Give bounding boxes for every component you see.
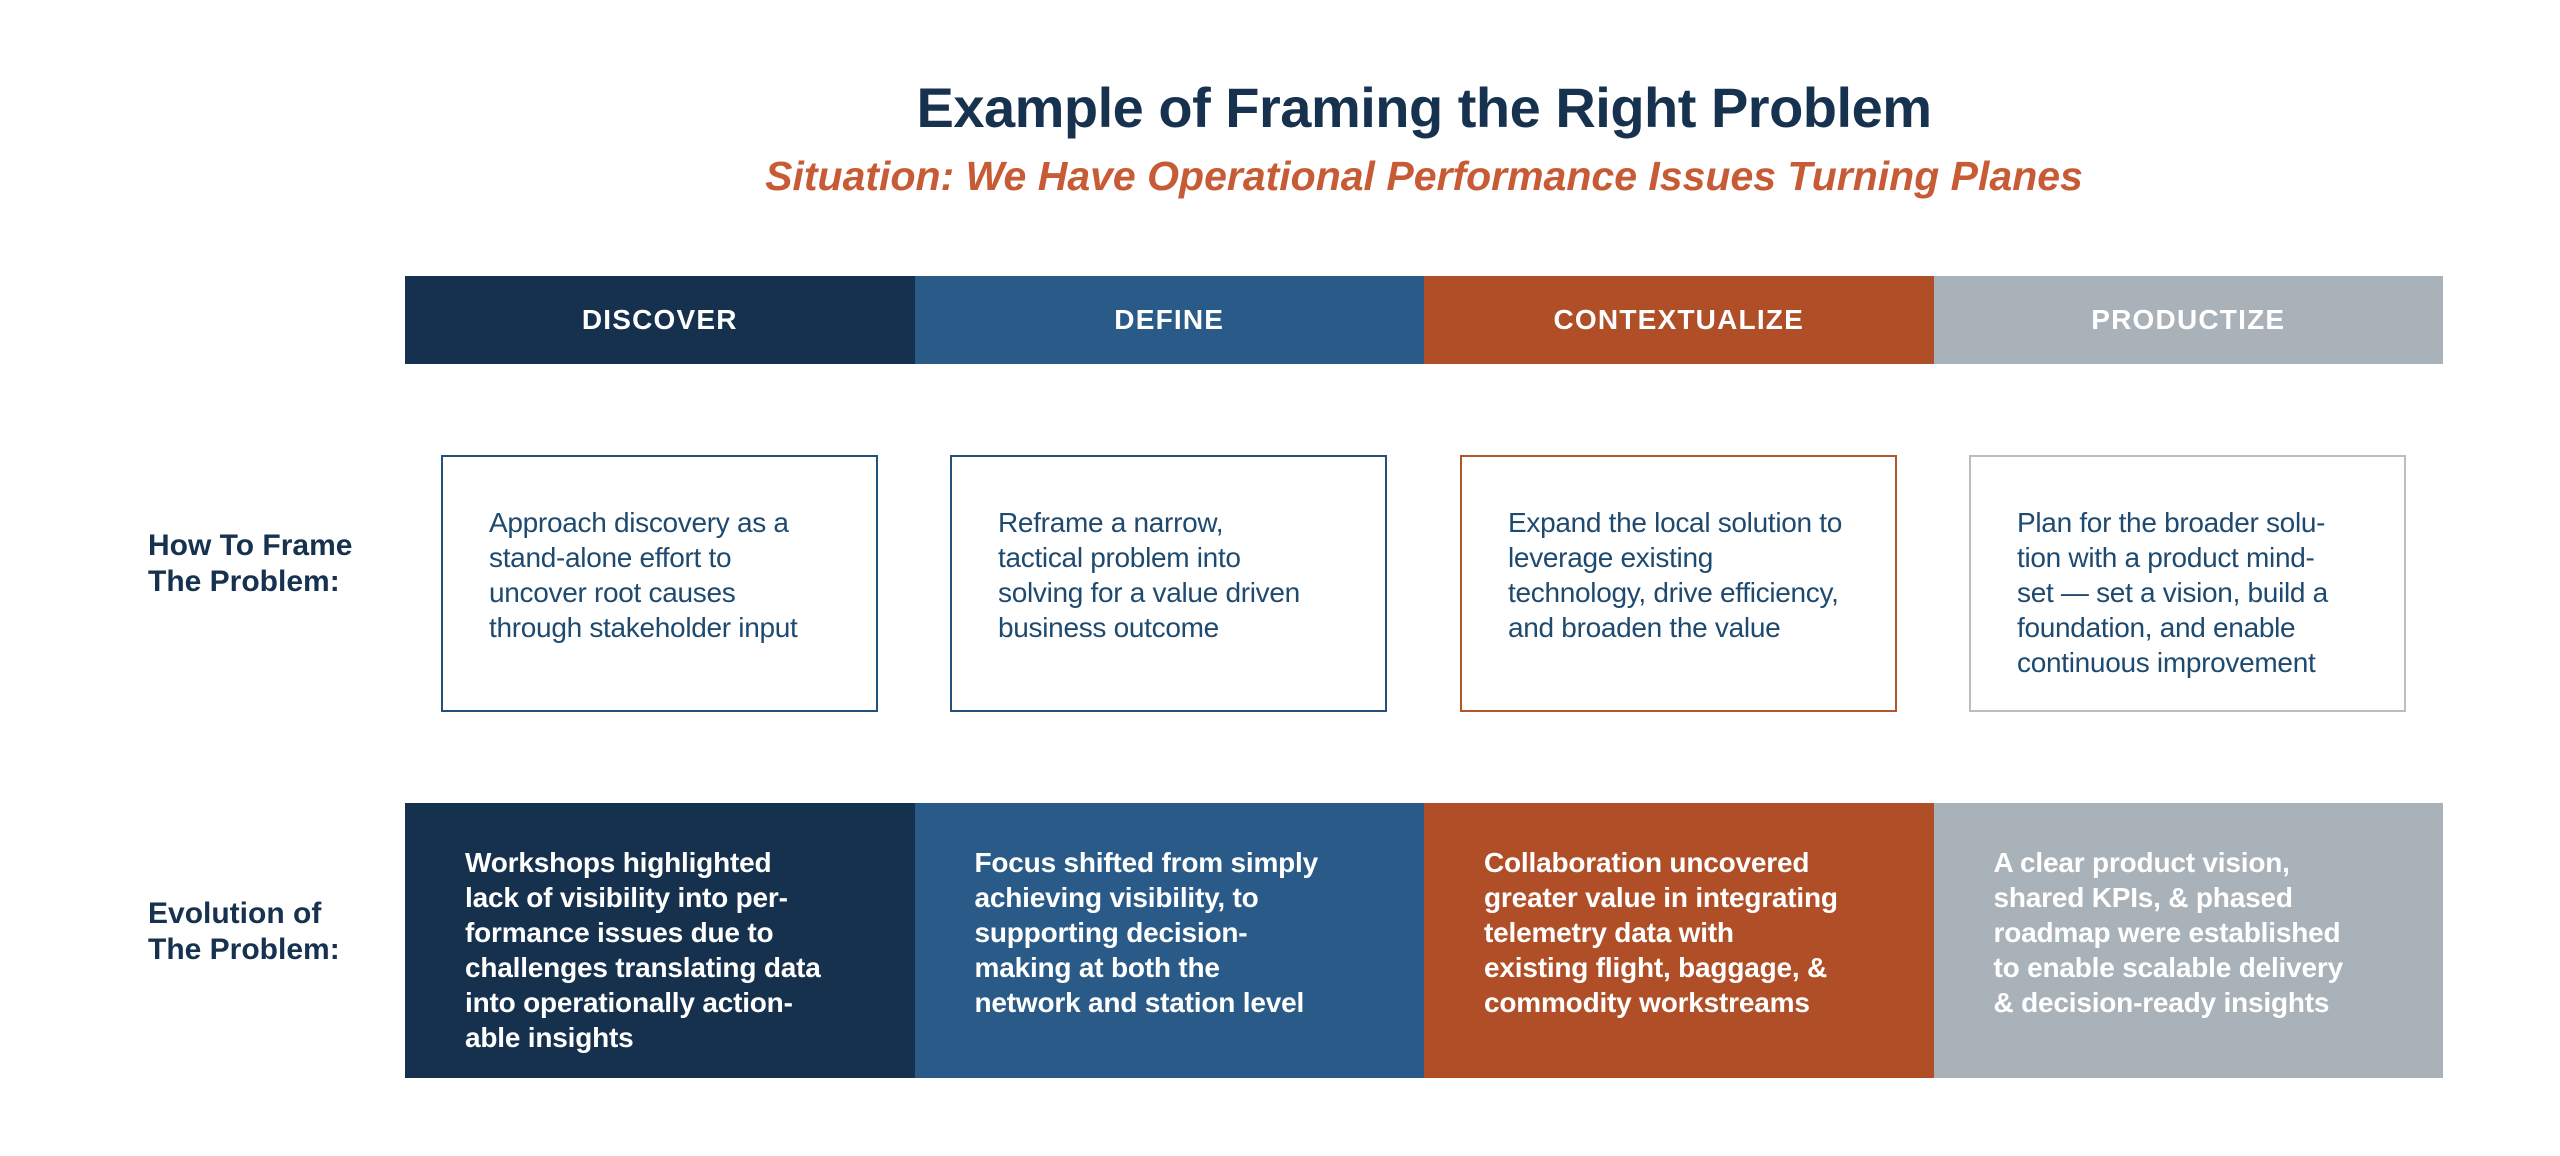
phase-header-band: DISCOVER DEFINE CONTEXTUALIZE PRODUCTIZE (405, 276, 2443, 364)
evolution-cell-contextualize: Collaboration uncovered greater value in… (1424, 803, 1934, 1078)
evolution-cell-define: Focus shifted from simply achieving visi… (914, 803, 1424, 1078)
phase-header-contextualize: CONTEXTUALIZE (1424, 276, 1934, 364)
evolution-text-contextualize: Collaboration uncovered greater value in… (1484, 847, 1838, 1018)
evolution-band: Workshops highlighted lack of visibility… (405, 803, 2443, 1078)
row-label-how-to-frame: How To Frame The Problem: (148, 529, 353, 598)
frame-box-productize: Plan for the broader solu- tion with a p… (1969, 455, 2406, 712)
page-subtitle: Situation: We Have Operational Performan… (765, 153, 2083, 199)
frame-text-define: Reframe a narrow, tactical problem into … (998, 507, 1300, 643)
page-title: Example of Framing the Right Problem (916, 76, 1932, 139)
evolution-text-discover: Workshops highlighted lack of visibility… (465, 847, 821, 1053)
phase-header-define: DEFINE (914, 276, 1424, 364)
row-label-evolution: Evolution of The Problem: (148, 897, 340, 966)
evolution-cell-discover: Workshops highlighted lack of visibility… (405, 803, 915, 1078)
frame-text-contextualize: Expand the local solution to leverage ex… (1508, 507, 1843, 643)
phase-header-discover: DISCOVER (405, 276, 915, 364)
evolution-text-productize: A clear product vision, shared KPIs, & p… (1993, 847, 2344, 1018)
phase-header-productize: PRODUCTIZE (1933, 276, 2443, 364)
evolution-cell-productize: A clear product vision, shared KPIs, & p… (1933, 803, 2443, 1078)
frame-box-define: Reframe a narrow, tactical problem into … (950, 455, 1387, 712)
evolution-text-define: Focus shifted from simply achieving visi… (974, 847, 1319, 1018)
frame-box-contextualize: Expand the local solution to leverage ex… (1460, 455, 1897, 712)
frame-box-discover: Approach discovery as a stand-alone effo… (441, 455, 878, 712)
frame-text-productize: Plan for the broader solu- tion with a p… (2017, 507, 2328, 678)
frame-text-discover: Approach discovery as a stand-alone effo… (489, 507, 798, 643)
